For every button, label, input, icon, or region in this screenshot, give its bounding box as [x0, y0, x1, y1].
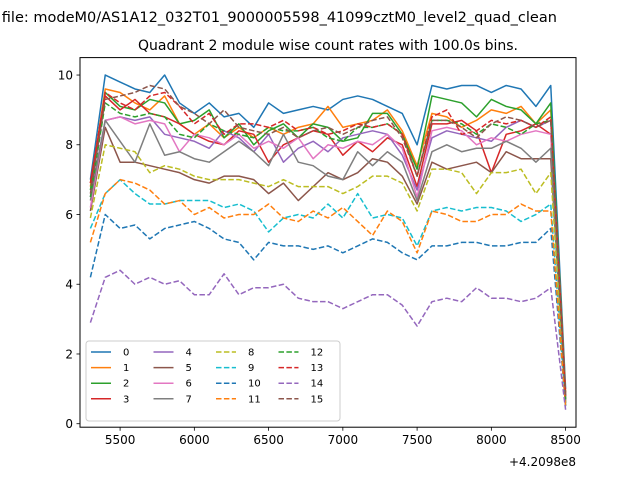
legend-item-15: 15	[278, 394, 324, 405]
x-tick-label: 5500	[105, 433, 136, 447]
legend-label: 4	[186, 348, 192, 359]
legend-item-6: 6	[153, 379, 192, 390]
legend-label: 13	[311, 363, 324, 374]
series-line-5	[89, 126, 567, 403]
legend-label: 1	[123, 363, 129, 374]
legend-item-10: 10	[216, 379, 261, 390]
x-tick-label: 7000	[328, 433, 359, 447]
x-tick-label: 8000	[476, 433, 507, 447]
legend-item-0: 0	[91, 348, 129, 359]
series-line-6	[89, 116, 567, 400]
y-tick-label: 0	[65, 417, 73, 431]
series-line-0	[89, 74, 567, 389]
x-tick-label: 7500	[402, 433, 433, 447]
figure-suptitle: n file: modeM0/AS1A12_032T01_9000005598_…	[0, 10, 557, 26]
legend-item-8: 8	[216, 348, 254, 359]
axes-frame	[79, 57, 577, 428]
chart-title: Quadrant 2 module wise count rates with …	[138, 38, 518, 54]
legend-label: 11	[248, 394, 261, 405]
x-axis-offset-label: +4.2098e8	[509, 455, 576, 469]
series-line-11	[89, 178, 567, 407]
legend-label: 2	[123, 379, 129, 390]
legend-item-5: 5	[153, 363, 192, 374]
y-tick-label: 10	[58, 68, 73, 82]
legend-item-9: 9	[216, 363, 254, 374]
legend-item-3: 3	[91, 394, 129, 405]
y-tick-label: 6	[65, 208, 73, 222]
series-line-9	[89, 178, 567, 407]
legend-label: 7	[186, 394, 192, 405]
legend-label: 6	[186, 379, 192, 390]
x-tick-label: 6500	[253, 433, 284, 447]
legend-label: 3	[123, 394, 129, 405]
y-tick-label: 2	[65, 347, 73, 361]
y-axis-ticks: 0 2 4 6 8 10	[58, 68, 80, 431]
legend-label: 5	[186, 363, 192, 374]
legend-label: 8	[248, 348, 254, 359]
legend-item-13: 13	[278, 363, 324, 374]
series-line-14	[89, 269, 567, 410]
legend-item-4: 4	[153, 348, 192, 359]
legend-item-14: 14	[278, 379, 324, 390]
x-tick-label: 8500	[550, 433, 581, 447]
legend-item-7: 7	[153, 394, 192, 405]
legend-item-1: 1	[91, 363, 129, 374]
legend-label: 12	[311, 348, 324, 359]
x-tick-label: 6000	[179, 433, 210, 447]
series-line-1	[89, 88, 567, 393]
y-tick-label: 8	[65, 138, 73, 152]
legend-label: 14	[311, 379, 324, 390]
series-line-7	[89, 119, 567, 403]
series-line-10	[89, 213, 567, 407]
series-line-2	[89, 91, 567, 396]
legend-label: 9	[248, 363, 254, 374]
y-tick-label: 4	[65, 278, 73, 292]
legend-label: 15	[311, 394, 324, 405]
series-line-12	[89, 102, 567, 400]
x-axis-ticks: 5500 6000 6500 7000 7500 8000 8500	[105, 427, 581, 447]
legend-item-11: 11	[216, 394, 261, 405]
legend-item-12: 12	[278, 348, 324, 359]
legend-box	[85, 340, 341, 422]
series-line-13	[89, 91, 567, 396]
series-line-8	[89, 144, 567, 403]
legend-label: 10	[248, 379, 261, 390]
plot-lines	[89, 74, 567, 410]
legend-item-2: 2	[91, 379, 129, 390]
legend-label: 0	[123, 348, 129, 359]
